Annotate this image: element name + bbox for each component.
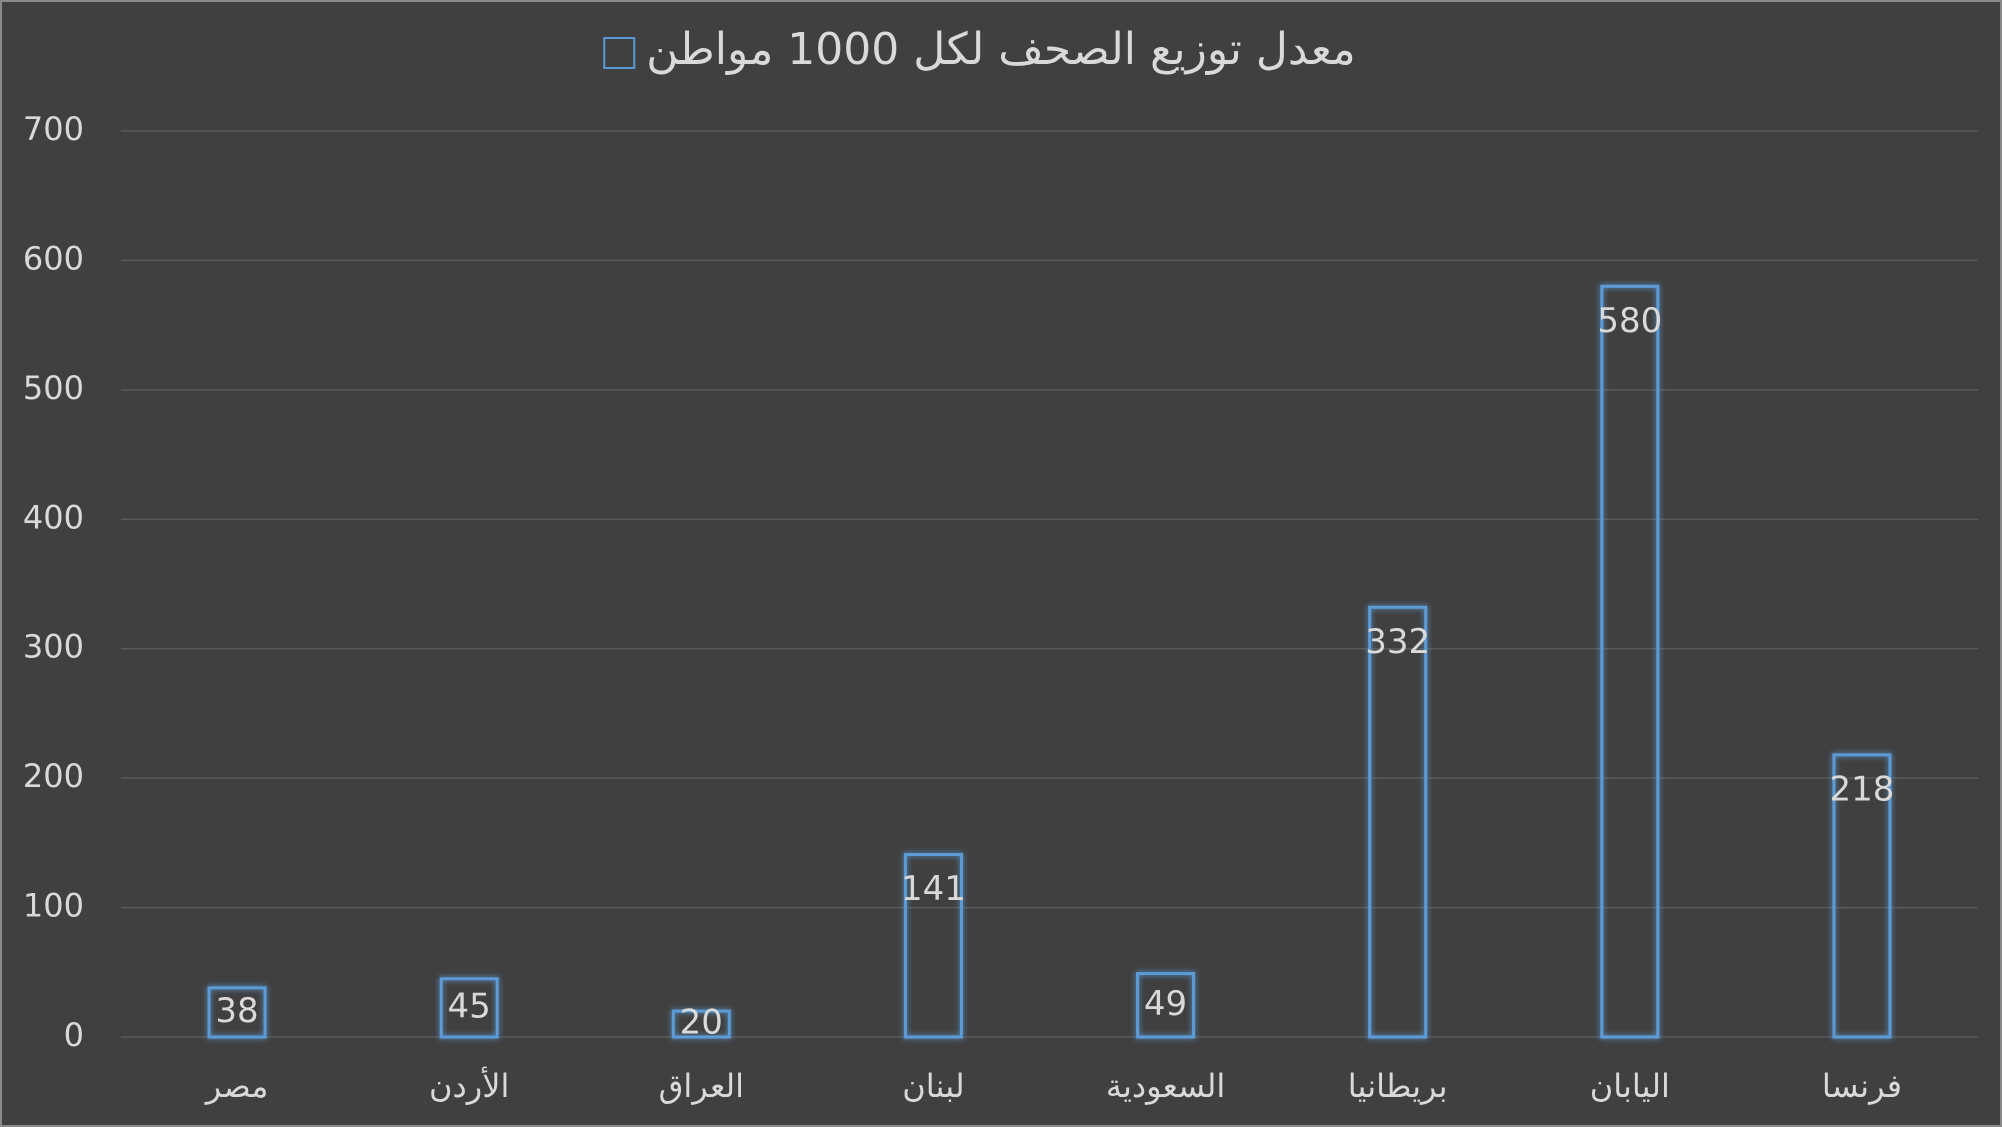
bar [207, 986, 267, 1039]
y-tick-label: 500 [23, 369, 84, 407]
data-label: 20 [680, 1003, 723, 1043]
legend-label: معدل توزيع الصحف لكل 1000 مواطن [646, 24, 1355, 75]
bar [671, 1009, 731, 1039]
y-tick-label: 0 [64, 1016, 84, 1054]
x-tick-label: اليابان [1590, 1067, 1670, 1105]
x-tick-label: العراق [659, 1067, 744, 1105]
y-tick-label: 400 [23, 498, 84, 536]
y-tick-label: 100 [23, 887, 84, 925]
y-tick-label: 600 [23, 239, 84, 277]
x-tick-label: لبنان [902, 1067, 964, 1105]
data-label: 580 [1597, 301, 1662, 341]
y-tick-label: 700 [23, 110, 84, 148]
y-tick-label: 200 [23, 757, 84, 795]
x-tick-label: الأردن [429, 1066, 509, 1105]
y-tick-label: 300 [23, 628, 84, 666]
data-label: 332 [1365, 622, 1430, 662]
x-tick-label: فرنسا [1822, 1067, 1902, 1105]
bar [903, 853, 963, 1039]
legend-swatch [603, 37, 636, 69]
bar [1600, 284, 1660, 1039]
bar [439, 977, 499, 1039]
bar [1368, 605, 1428, 1039]
data-label: 49 [1144, 984, 1187, 1024]
data-label: 141 [901, 869, 966, 909]
x-tick-label: مصر [204, 1067, 269, 1105]
x-tick-label: السعودية [1106, 1067, 1225, 1105]
bar [1136, 972, 1196, 1039]
bar [1832, 753, 1892, 1039]
data-label: 38 [215, 991, 258, 1031]
data-label: 45 [448, 986, 491, 1026]
x-tick-label: بريطانيا [1348, 1067, 1448, 1105]
data-label: 218 [1829, 769, 1894, 809]
